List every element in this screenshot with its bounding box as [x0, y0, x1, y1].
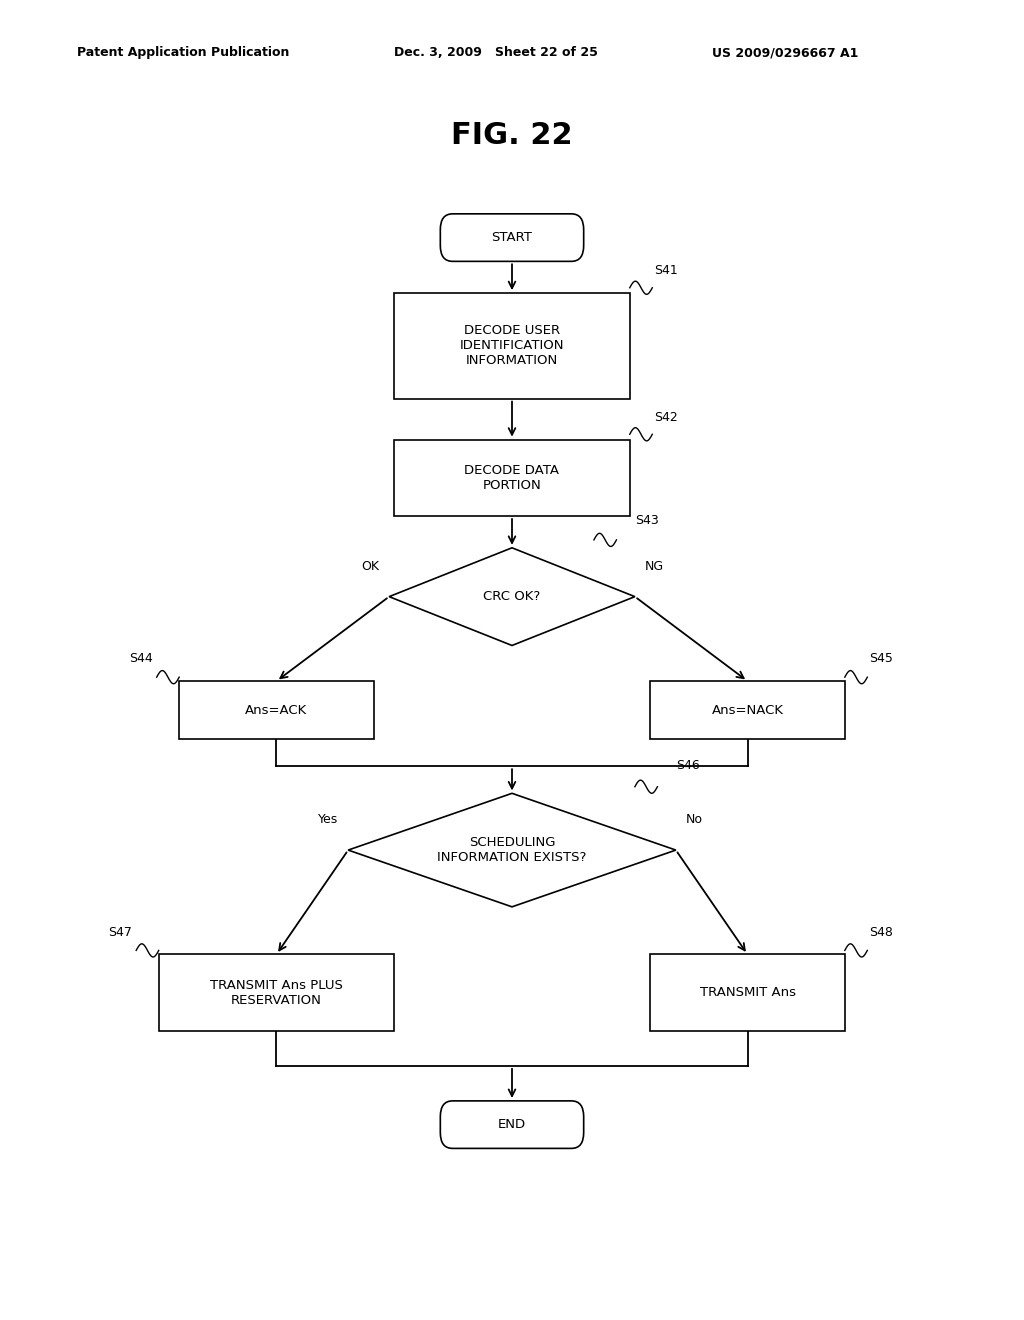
Text: FIG. 22: FIG. 22: [452, 121, 572, 150]
Text: Ans=ACK: Ans=ACK: [246, 704, 307, 717]
Text: S48: S48: [869, 925, 893, 939]
Text: No: No: [686, 813, 703, 826]
Polygon shape: [348, 793, 676, 907]
Text: TRANSMIT Ans: TRANSMIT Ans: [699, 986, 796, 999]
Bar: [650, 954, 845, 1031]
Bar: [179, 681, 374, 739]
Text: Dec. 3, 2009   Sheet 22 of 25: Dec. 3, 2009 Sheet 22 of 25: [394, 46, 598, 59]
FancyBboxPatch shape: [440, 214, 584, 261]
Text: Ans=NACK: Ans=NACK: [712, 704, 783, 717]
Text: S46: S46: [676, 759, 699, 772]
Bar: [394, 293, 630, 399]
Text: Patent Application Publication: Patent Application Publication: [77, 46, 289, 59]
Bar: [650, 681, 845, 739]
Text: Yes: Yes: [317, 813, 338, 826]
Text: CRC OK?: CRC OK?: [483, 590, 541, 603]
Text: S44: S44: [129, 652, 153, 665]
FancyBboxPatch shape: [440, 1101, 584, 1148]
Text: START: START: [492, 231, 532, 244]
Text: SCHEDULING
INFORMATION EXISTS?: SCHEDULING INFORMATION EXISTS?: [437, 836, 587, 865]
Text: TRANSMIT Ans PLUS
RESERVATION: TRANSMIT Ans PLUS RESERVATION: [210, 978, 343, 1007]
Text: US 2009/0296667 A1: US 2009/0296667 A1: [712, 46, 858, 59]
Bar: [394, 440, 630, 516]
Text: DECODE USER
IDENTIFICATION
INFORMATION: DECODE USER IDENTIFICATION INFORMATION: [460, 325, 564, 367]
Text: DECODE DATA
PORTION: DECODE DATA PORTION: [465, 463, 559, 492]
Text: S47: S47: [109, 925, 132, 939]
Polygon shape: [389, 548, 635, 645]
Bar: [159, 954, 394, 1031]
Text: OK: OK: [360, 560, 379, 573]
Text: END: END: [498, 1118, 526, 1131]
Text: S42: S42: [654, 411, 678, 424]
Text: S45: S45: [869, 652, 893, 665]
Text: NG: NG: [645, 560, 665, 573]
Text: S43: S43: [635, 513, 658, 527]
Text: S41: S41: [654, 264, 678, 277]
